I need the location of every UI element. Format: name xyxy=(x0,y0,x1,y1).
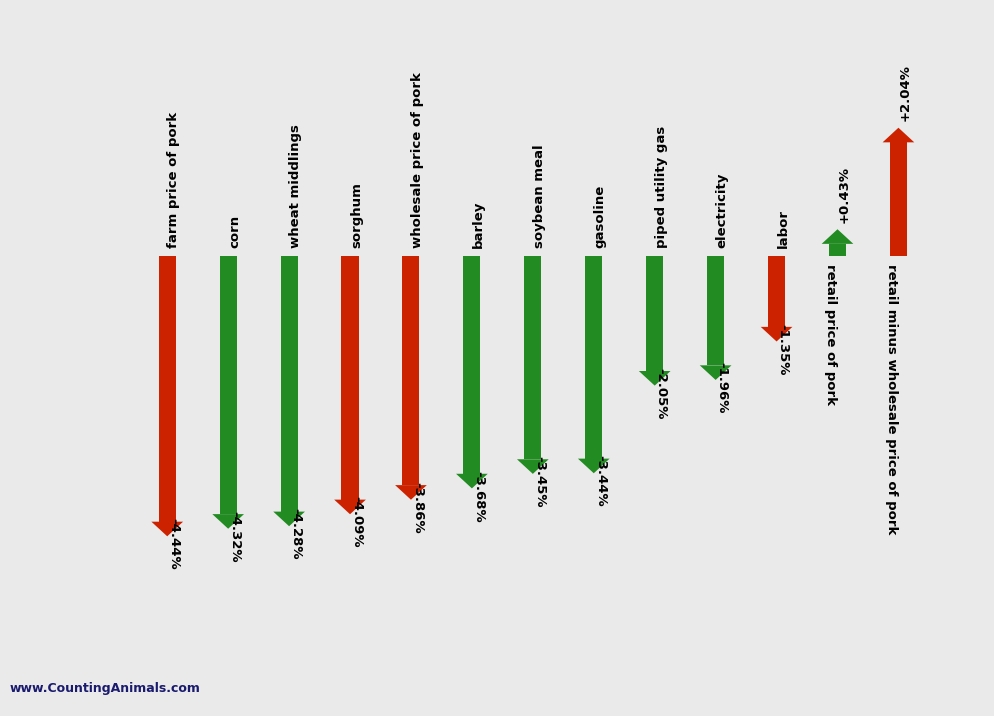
Polygon shape xyxy=(403,256,419,485)
Polygon shape xyxy=(517,459,549,474)
Polygon shape xyxy=(159,256,176,522)
Text: gasoline: gasoline xyxy=(593,185,606,248)
Text: retail minus wholesale price of pork: retail minus wholesale price of pork xyxy=(886,264,899,535)
Text: -1.35%: -1.35% xyxy=(776,324,789,375)
Text: +0.43%: +0.43% xyxy=(838,165,851,223)
Polygon shape xyxy=(334,500,366,514)
Polygon shape xyxy=(456,474,488,488)
Polygon shape xyxy=(342,256,359,500)
Polygon shape xyxy=(280,256,297,512)
Polygon shape xyxy=(822,229,853,244)
Polygon shape xyxy=(273,512,305,526)
Text: farm price of pork: farm price of pork xyxy=(167,112,180,248)
Text: -4.32%: -4.32% xyxy=(229,511,242,563)
Polygon shape xyxy=(700,365,732,380)
Text: +2.04%: +2.04% xyxy=(899,64,911,121)
Text: -4.28%: -4.28% xyxy=(289,508,302,560)
Text: -2.05%: -2.05% xyxy=(655,368,668,420)
Text: piped utility gas: piped utility gas xyxy=(655,126,668,248)
Text: soybean meal: soybean meal xyxy=(533,145,546,248)
Text: -3.68%: -3.68% xyxy=(472,470,485,522)
Polygon shape xyxy=(890,142,907,256)
Text: sorghum: sorghum xyxy=(350,183,363,248)
Polygon shape xyxy=(396,485,426,500)
Text: wheat middlings: wheat middlings xyxy=(289,125,302,248)
Polygon shape xyxy=(829,244,846,256)
Polygon shape xyxy=(220,256,237,514)
Text: barley: barley xyxy=(472,201,485,248)
Text: -3.86%: -3.86% xyxy=(411,482,424,533)
Text: -3.44%: -3.44% xyxy=(593,455,606,507)
Text: labor: labor xyxy=(776,209,789,248)
Text: electricity: electricity xyxy=(716,173,729,248)
Text: retail price of pork: retail price of pork xyxy=(824,264,838,405)
Text: -4.09%: -4.09% xyxy=(350,496,363,548)
Text: -1.96%: -1.96% xyxy=(716,362,729,414)
Polygon shape xyxy=(578,459,609,473)
Polygon shape xyxy=(646,256,663,371)
Polygon shape xyxy=(463,256,480,474)
Text: www.CountingAnimals.com: www.CountingAnimals.com xyxy=(10,682,201,695)
Polygon shape xyxy=(585,256,602,459)
Polygon shape xyxy=(883,127,914,142)
Polygon shape xyxy=(639,371,671,386)
Polygon shape xyxy=(768,256,785,327)
Polygon shape xyxy=(760,327,792,342)
Polygon shape xyxy=(151,522,183,536)
Text: -3.45%: -3.45% xyxy=(533,456,546,508)
Polygon shape xyxy=(213,514,244,528)
Polygon shape xyxy=(524,256,542,459)
Polygon shape xyxy=(707,256,725,365)
Text: -4.44%: -4.44% xyxy=(167,518,180,570)
Text: corn: corn xyxy=(229,216,242,248)
Text: wholesale price of pork: wholesale price of pork xyxy=(411,72,424,248)
